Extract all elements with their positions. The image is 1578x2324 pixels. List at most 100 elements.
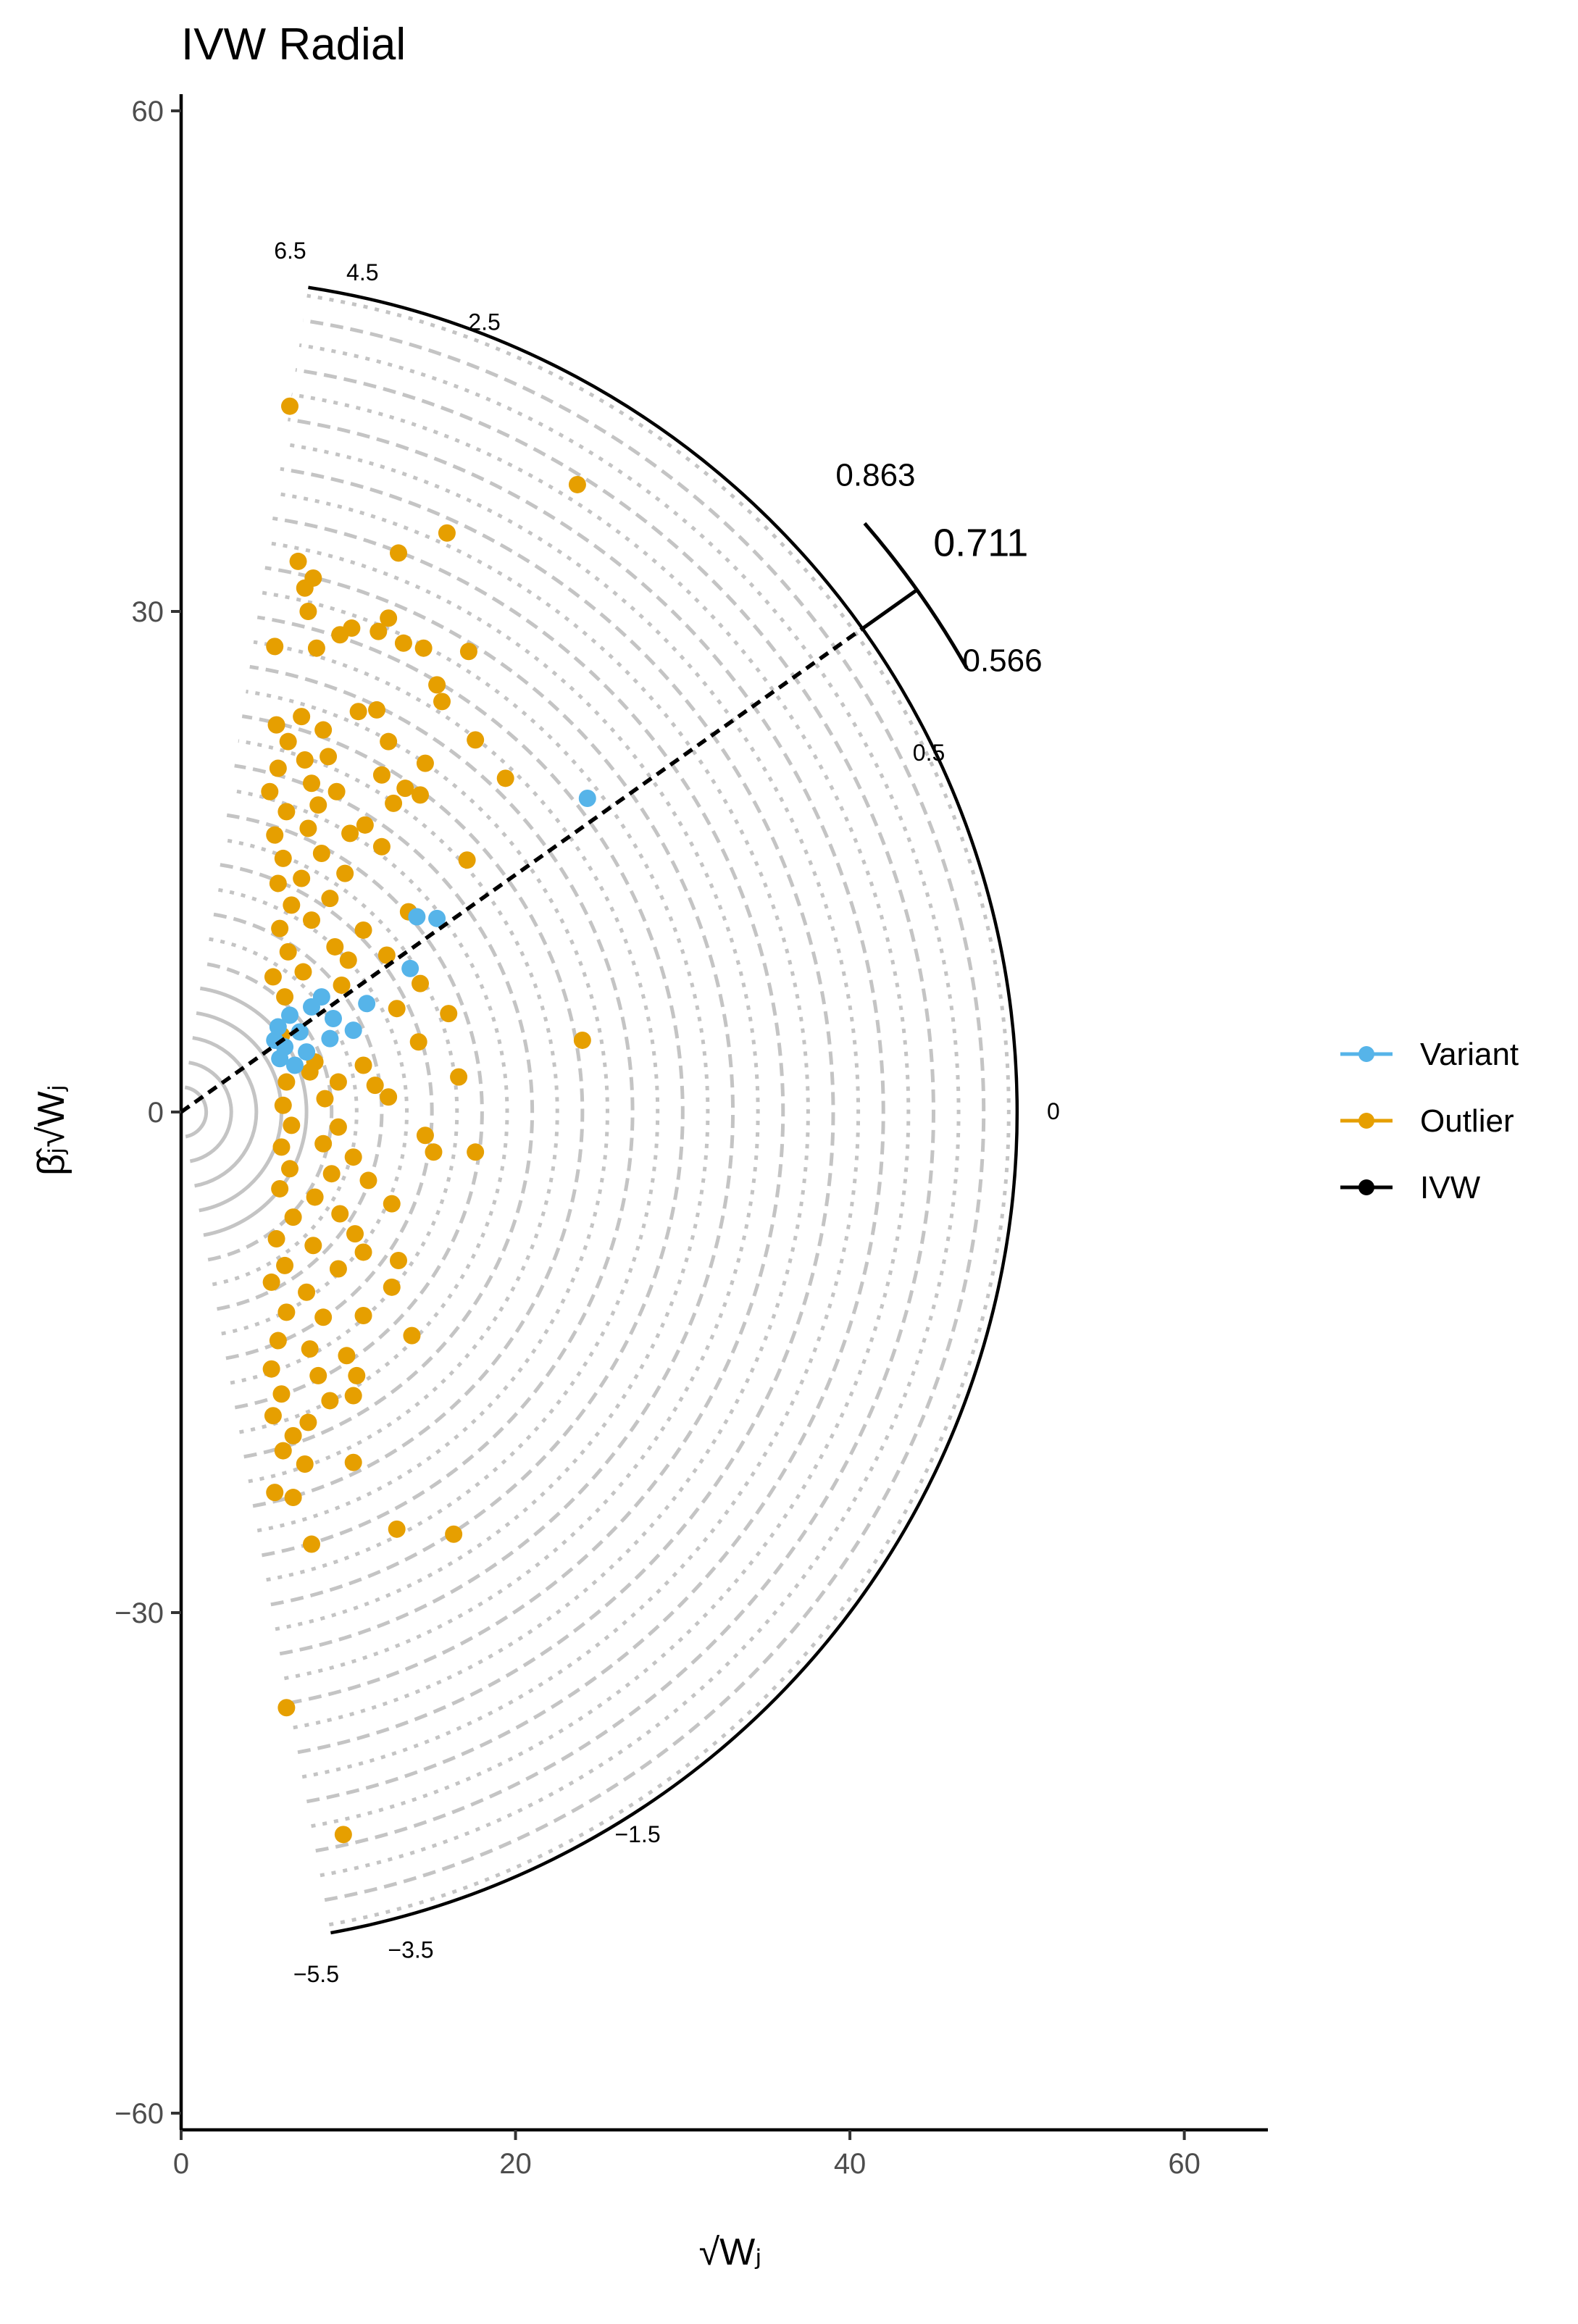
y-tick-label: 0 bbox=[148, 1097, 164, 1129]
outlier-point bbox=[261, 782, 279, 801]
grid-arc bbox=[280, 467, 835, 1755]
outlier-point bbox=[331, 1205, 349, 1223]
x-tick-label: 20 bbox=[499, 2148, 532, 2180]
outlier-point bbox=[277, 1699, 296, 1717]
outlier-point bbox=[467, 1143, 485, 1161]
outlier-point bbox=[341, 824, 359, 843]
outlier-point bbox=[266, 826, 284, 844]
outlier-point bbox=[299, 603, 317, 621]
outlier-point bbox=[269, 1332, 287, 1350]
outlier-point bbox=[283, 1116, 301, 1134]
ivw-ci-arc bbox=[863, 522, 969, 669]
legend-key-dot bbox=[1358, 1046, 1374, 1062]
outlier-point bbox=[298, 1283, 316, 1301]
outlier-point bbox=[403, 1326, 421, 1345]
ivw-line bbox=[180, 627, 864, 1114]
outlier-point bbox=[385, 794, 403, 812]
grid-arc bbox=[276, 491, 810, 1730]
outlier-point bbox=[414, 639, 433, 657]
grid-arc bbox=[261, 590, 710, 1631]
outlier-point bbox=[284, 1208, 302, 1226]
x-axis-title: √Wⱼ bbox=[699, 2231, 762, 2273]
grid-arc bbox=[199, 986, 309, 1237]
variant-point bbox=[578, 789, 596, 807]
outlier-point bbox=[283, 896, 301, 914]
outlier-point bbox=[383, 1195, 401, 1213]
grid-arc bbox=[287, 417, 885, 1804]
outlier-point bbox=[284, 1426, 302, 1445]
variant-point bbox=[321, 1029, 339, 1048]
outlier-point bbox=[440, 1005, 458, 1023]
outlier-point bbox=[322, 1165, 341, 1183]
outlier-point bbox=[314, 1308, 333, 1326]
outlier-point bbox=[458, 851, 476, 869]
outlier-point bbox=[320, 748, 338, 766]
grid-arc bbox=[192, 1036, 259, 1188]
grid-arc bbox=[246, 690, 609, 1533]
outlier-point bbox=[338, 1347, 356, 1365]
grid-arc bbox=[272, 516, 785, 1705]
outlier-point bbox=[349, 703, 367, 721]
ivw-tick bbox=[861, 588, 919, 630]
grid-arc bbox=[264, 566, 735, 1656]
outlier-point bbox=[428, 676, 446, 694]
outlier-point bbox=[277, 1073, 296, 1091]
outlier-point bbox=[279, 732, 297, 751]
outlier-point bbox=[271, 1179, 289, 1197]
grid-arc bbox=[306, 293, 1011, 1927]
outlier-point bbox=[329, 1073, 347, 1091]
scale-label: 0.5 bbox=[913, 740, 945, 766]
legend-label: IVW bbox=[1420, 1170, 1481, 1205]
outlier-point bbox=[372, 837, 391, 856]
outlier-point bbox=[264, 968, 282, 986]
grid-arc bbox=[283, 442, 861, 1779]
legend-key-dot bbox=[1358, 1179, 1374, 1195]
outlier-point bbox=[416, 1127, 434, 1145]
x-tick-label: 40 bbox=[834, 2148, 867, 2180]
x-tick-label: 0 bbox=[173, 2148, 189, 2180]
outlier-point bbox=[296, 579, 314, 597]
outlier-point bbox=[264, 1407, 282, 1425]
outlier-point bbox=[272, 1138, 291, 1156]
outlier-point bbox=[309, 796, 327, 814]
outlier-point bbox=[433, 693, 451, 711]
outlier-point bbox=[409, 1033, 427, 1051]
outlier-point bbox=[459, 643, 477, 661]
outlier-point bbox=[396, 779, 414, 798]
y-tick-label: 60 bbox=[132, 96, 164, 128]
ivw-ci-upper-label: 0.863 bbox=[835, 457, 915, 493]
outlier-point bbox=[269, 759, 287, 777]
outlier-point bbox=[370, 622, 388, 640]
outlier-point bbox=[366, 1077, 384, 1095]
scale-annotations: 6.5 4.5 2.5 0.5 0 −1.5 −3.5 −5.5 bbox=[274, 238, 1060, 1987]
outlier-point bbox=[296, 751, 314, 769]
outlier-point bbox=[279, 942, 297, 961]
outlier-point bbox=[309, 1366, 327, 1384]
axes: 0 20 40 60 −60 −30 0 30 60 bbox=[114, 94, 1268, 2180]
outlier-point bbox=[321, 1392, 339, 1410]
outlier-point bbox=[354, 921, 372, 939]
outlier-point bbox=[274, 1442, 292, 1460]
outlier-point bbox=[438, 524, 456, 542]
outlier-point bbox=[293, 869, 311, 887]
grid-arc bbox=[295, 368, 935, 1853]
outlier-point bbox=[346, 1225, 364, 1243]
outlier-point bbox=[354, 1056, 372, 1074]
grid-arc bbox=[226, 813, 484, 1410]
scale-label: −5.5 bbox=[293, 1961, 339, 1987]
variant-point bbox=[291, 1023, 309, 1041]
grid-arc bbox=[291, 393, 911, 1828]
grid-arc bbox=[188, 1061, 233, 1163]
outlier-point bbox=[312, 844, 330, 862]
outlier-point bbox=[294, 963, 312, 981]
outlier-point bbox=[274, 1096, 292, 1114]
variant-point bbox=[344, 1021, 362, 1040]
outlier-point bbox=[394, 634, 412, 652]
outlier-point bbox=[276, 1256, 294, 1274]
outlier-point bbox=[262, 1273, 280, 1291]
outlier-point bbox=[303, 911, 320, 929]
variant-point bbox=[298, 1043, 316, 1061]
outlier-point bbox=[380, 1088, 398, 1106]
outlier-point bbox=[301, 1063, 319, 1081]
